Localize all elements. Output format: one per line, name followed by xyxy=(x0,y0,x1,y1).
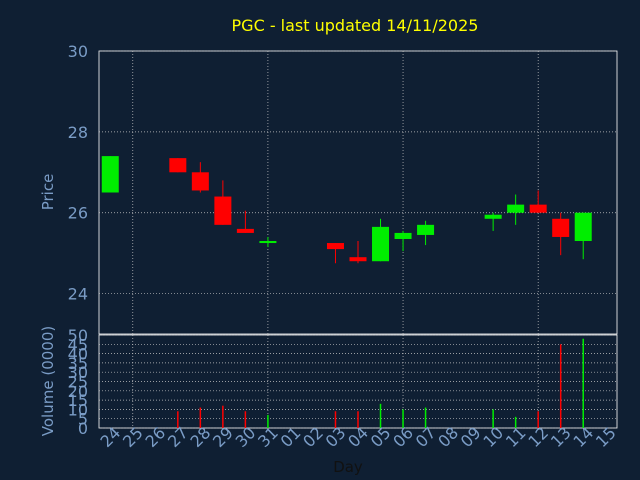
volume-bar xyxy=(492,409,494,428)
candle-body xyxy=(214,196,232,225)
volume-panel: 0510152025303540455024252627282930310102… xyxy=(68,326,620,451)
volume-bar xyxy=(244,411,247,428)
volume-bar xyxy=(559,344,562,428)
volume-tick-label: 20 xyxy=(68,382,88,401)
day-tick-label: 15 xyxy=(592,423,620,451)
candle-body xyxy=(417,224,435,235)
candle-body xyxy=(552,218,570,237)
day-axis-label: Day xyxy=(333,458,363,476)
volume-bar xyxy=(177,411,179,428)
candle-body xyxy=(484,214,502,219)
volume-tick-label: 10 xyxy=(68,400,88,419)
candle-body xyxy=(326,243,344,250)
volume-tick-label: 40 xyxy=(68,345,88,364)
price-panel: 24 26 28 30 xyxy=(68,42,618,335)
volume-tick-label: 30 xyxy=(68,363,88,382)
price-tick-label: 28 xyxy=(68,123,88,142)
candle-body xyxy=(259,241,277,244)
volume-bar xyxy=(267,414,269,428)
volume-bar xyxy=(357,411,359,428)
candle-body xyxy=(349,257,367,262)
candle-body xyxy=(169,158,187,173)
volume-bar xyxy=(222,405,224,428)
chart-title: PGC - last updated 14/11/2025 xyxy=(232,16,479,35)
price-frame xyxy=(98,50,618,335)
volume-tick-label: 5 xyxy=(78,410,88,429)
volume-tick-label: 50 xyxy=(68,326,88,345)
volume-bar xyxy=(379,403,382,428)
volume-tick-label: 15 xyxy=(68,391,88,410)
candle-body xyxy=(394,232,412,239)
volume-bar xyxy=(402,409,404,428)
candle-body xyxy=(236,228,254,233)
volume-bar xyxy=(537,411,539,428)
volume-bar xyxy=(424,407,427,428)
candle-body xyxy=(191,172,209,191)
volume-tick-label: 25 xyxy=(68,373,88,392)
volume-bar xyxy=(334,411,337,428)
volume-tick-label: 35 xyxy=(68,354,88,373)
price-tick-label: 24 xyxy=(68,285,88,304)
volume-bar xyxy=(582,338,584,428)
price-tick-label: 30 xyxy=(68,42,88,61)
candle-body xyxy=(372,226,390,262)
price-axis-label: Price xyxy=(39,174,57,211)
volume-axis-label: Volume (0000) xyxy=(39,326,57,436)
volume-bar xyxy=(514,416,517,428)
candle-body xyxy=(529,204,547,213)
price-tick-label: 26 xyxy=(68,204,88,223)
volume-tick-label: 0 xyxy=(78,419,88,438)
candle-body xyxy=(101,156,119,193)
volume-bar xyxy=(199,407,202,428)
volume-tick-label: 45 xyxy=(68,335,88,354)
candle-body xyxy=(507,204,525,213)
candle-body xyxy=(574,212,592,242)
